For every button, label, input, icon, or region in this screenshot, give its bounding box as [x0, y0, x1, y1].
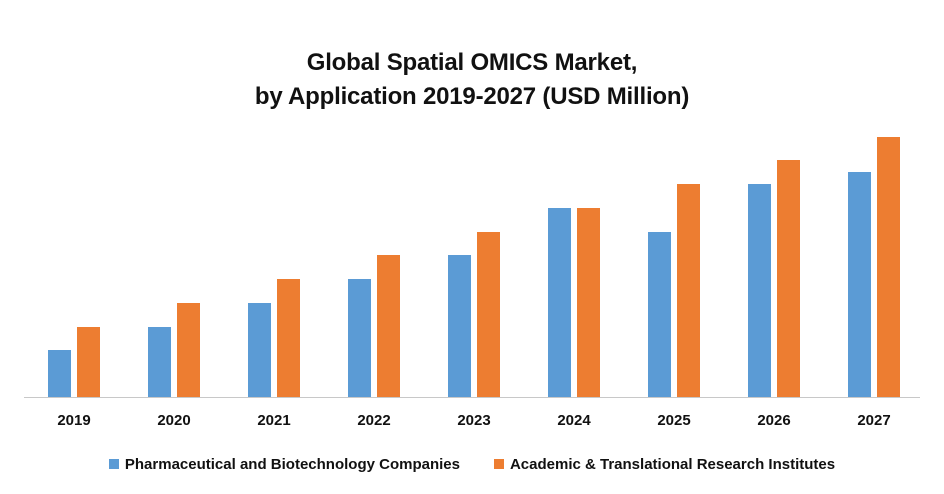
x-label-2019: 2019: [57, 412, 91, 429]
bar-group-2021: [248, 100, 300, 397]
bar-group-2027: [848, 100, 900, 397]
legend-label: Pharmaceutical and Biotechnology Compani…: [124, 455, 460, 473]
x-axis-labels: 2019 2020 2021 2022 2023 2024 2025 2026 2027: [24, 412, 924, 432]
x-label-2023: 2023: [457, 412, 491, 429]
x-label-2022: 2022: [357, 412, 391, 429]
plot-area: [24, 100, 924, 397]
bar-pharma-2026: [748, 184, 771, 397]
bar-pharma-2022: [348, 279, 371, 397]
bar-academic-2023: [477, 232, 500, 397]
bar-pharma-2020: [148, 327, 171, 397]
bar-group-2026: [748, 100, 800, 397]
chart-title: Global Spatial OMICS Market, by Applicat…: [0, 46, 944, 114]
bar-pharma-2024: [548, 208, 571, 397]
legend-swatch-icon: [493, 459, 504, 469]
x-label-2024: 2024: [557, 412, 591, 429]
legend: Pharmaceutical and Biotechnology Compani…: [0, 454, 944, 474]
chart-title-line-2: by Application 2019-2027 (USD Million): [254, 83, 690, 110]
bar-group-2025: [648, 100, 700, 397]
bar-academic-2026: [777, 160, 800, 397]
x-label-2021: 2021: [257, 412, 291, 429]
legend-label: Academic & Translational Research Instit…: [509, 455, 836, 473]
bar-academic-2027: [877, 137, 900, 397]
x-axis-line: [24, 397, 920, 398]
chart-title-line-1: Global Spatial OMICS Market,: [306, 49, 638, 76]
x-label-2020: 2020: [157, 412, 191, 429]
bar-pharma-2027: [848, 172, 871, 397]
bar-pharma-2021: [248, 303, 271, 397]
bar-pharma-2025: [648, 232, 671, 397]
bar-academic-2020: [177, 303, 200, 397]
legend-swatch-icon: [108, 459, 119, 469]
bar-group-2022: [348, 100, 400, 397]
bar-academic-2025: [677, 184, 700, 397]
bar-group-2023: [448, 100, 500, 397]
bar-pharma-2023: [448, 255, 471, 397]
bar-group-2019: [48, 100, 100, 397]
bar-group-2020: [148, 100, 200, 397]
bar-academic-2024: [577, 208, 600, 397]
bar-group-2024: [548, 100, 600, 397]
legend-item-pharma: Pharmaceutical and Biotechnology Compani…: [108, 454, 460, 474]
x-label-2025: 2025: [657, 412, 691, 429]
legend-item-academic: Academic & Translational Research Instit…: [493, 454, 836, 474]
bar-academic-2021: [277, 279, 300, 397]
x-label-2027: 2027: [857, 412, 891, 429]
x-label-2026: 2026: [757, 412, 791, 429]
bar-academic-2019: [77, 327, 100, 397]
bar-pharma-2019: [48, 350, 71, 397]
bar-academic-2022: [377, 255, 400, 397]
